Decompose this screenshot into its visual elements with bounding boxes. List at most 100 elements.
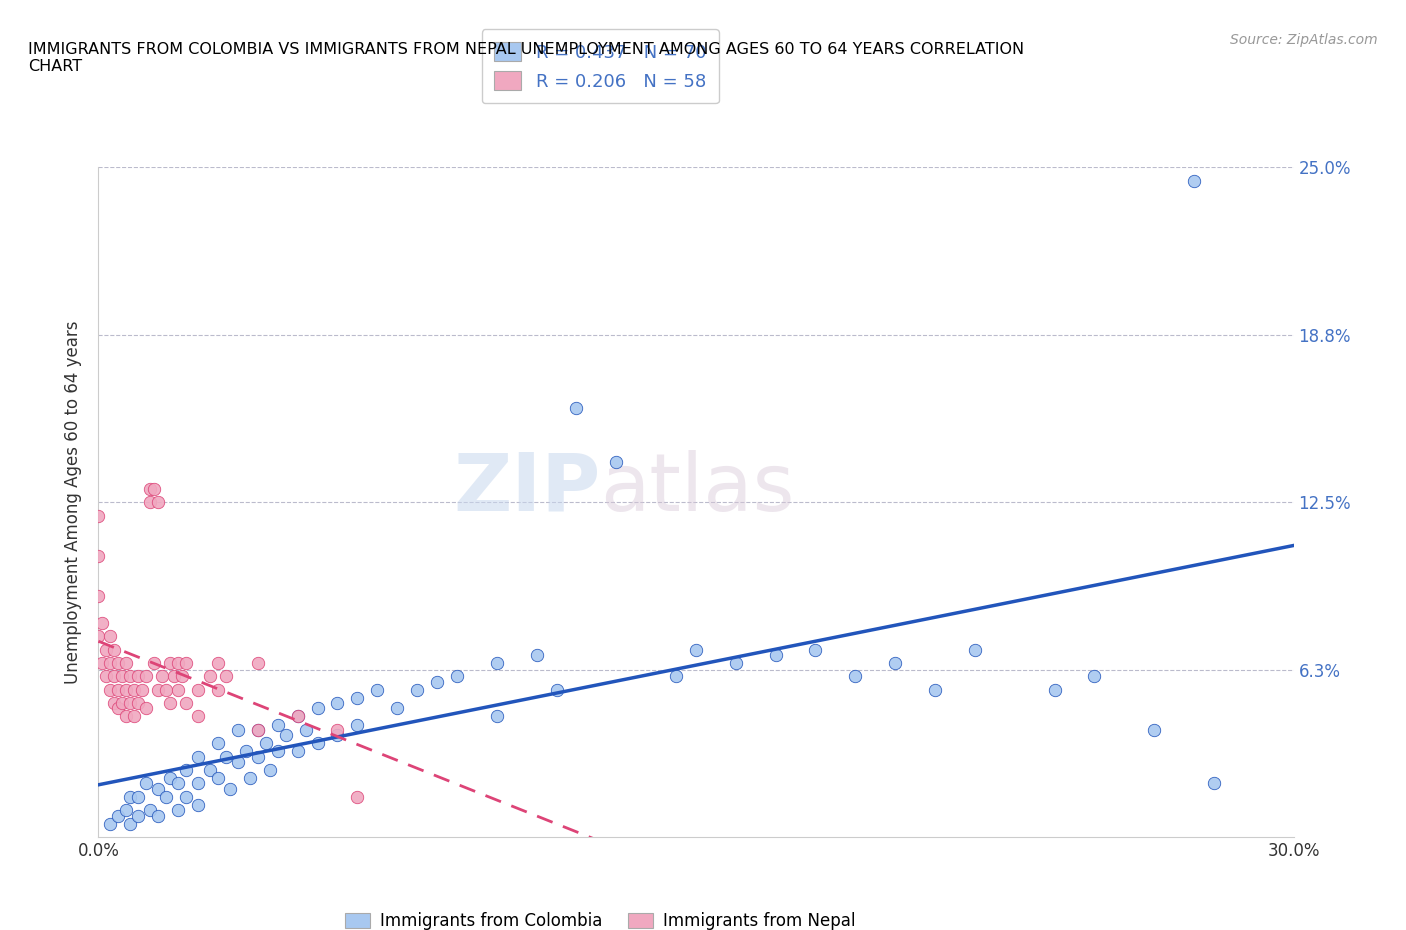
Point bbox=[198, 763, 221, 777]
Point bbox=[120, 817, 142, 831]
Point bbox=[103, 696, 125, 711]
Point bbox=[685, 642, 707, 657]
Point bbox=[1083, 669, 1105, 684]
Point bbox=[226, 754, 249, 769]
Point bbox=[274, 728, 297, 743]
Point bbox=[139, 495, 162, 510]
Point bbox=[167, 803, 190, 817]
Point bbox=[246, 723, 269, 737]
Point bbox=[107, 683, 129, 698]
Point bbox=[159, 771, 181, 786]
Point bbox=[155, 790, 177, 804]
Point bbox=[254, 736, 277, 751]
Point bbox=[174, 790, 197, 804]
Point bbox=[546, 683, 568, 698]
Point bbox=[485, 656, 508, 671]
Point bbox=[187, 776, 209, 790]
Point bbox=[143, 656, 166, 671]
Point bbox=[246, 656, 269, 671]
Point bbox=[107, 656, 129, 671]
Point bbox=[87, 629, 110, 644]
Point bbox=[131, 683, 153, 698]
Point bbox=[150, 669, 173, 684]
Text: IMMIGRANTS FROM COLOMBIA VS IMMIGRANTS FROM NEPAL UNEMPLOYMENT AMONG AGES 60 TO : IMMIGRANTS FROM COLOMBIA VS IMMIGRANTS F… bbox=[28, 42, 1024, 74]
Point bbox=[103, 642, 125, 657]
Point bbox=[226, 723, 249, 737]
Point bbox=[135, 776, 157, 790]
Point bbox=[804, 642, 827, 657]
Point bbox=[87, 589, 110, 604]
Point bbox=[115, 803, 138, 817]
Point bbox=[148, 781, 170, 796]
Point bbox=[120, 669, 142, 684]
Point bbox=[485, 709, 508, 724]
Point bbox=[155, 683, 177, 698]
Text: ZIP: ZIP bbox=[453, 450, 600, 528]
Point bbox=[103, 669, 125, 684]
Point bbox=[115, 656, 138, 671]
Point bbox=[346, 790, 368, 804]
Point bbox=[844, 669, 866, 684]
Y-axis label: Unemployment Among Ages 60 to 64 years: Unemployment Among Ages 60 to 64 years bbox=[65, 321, 83, 684]
Point bbox=[267, 744, 290, 759]
Text: Source: ZipAtlas.com: Source: ZipAtlas.com bbox=[1230, 33, 1378, 46]
Point bbox=[246, 723, 269, 737]
Point bbox=[307, 701, 329, 716]
Point bbox=[135, 669, 157, 684]
Point bbox=[159, 696, 181, 711]
Point bbox=[207, 736, 229, 751]
Point bbox=[127, 790, 149, 804]
Point bbox=[187, 709, 209, 724]
Point bbox=[526, 647, 548, 662]
Point bbox=[91, 656, 114, 671]
Point bbox=[100, 817, 122, 831]
Point bbox=[100, 629, 122, 644]
Point bbox=[127, 808, 149, 823]
Point bbox=[565, 401, 588, 416]
Point bbox=[665, 669, 688, 684]
Point bbox=[294, 723, 316, 737]
Point bbox=[287, 744, 309, 759]
Point bbox=[924, 683, 946, 698]
Point bbox=[87, 549, 110, 564]
Text: atlas: atlas bbox=[600, 450, 794, 528]
Point bbox=[107, 701, 129, 716]
Point bbox=[139, 482, 162, 497]
Point bbox=[215, 750, 238, 764]
Point bbox=[111, 696, 134, 711]
Point bbox=[96, 642, 118, 657]
Point bbox=[963, 642, 986, 657]
Point bbox=[385, 701, 409, 716]
Point bbox=[174, 763, 197, 777]
Point bbox=[346, 717, 368, 732]
Point bbox=[259, 763, 281, 777]
Point bbox=[246, 750, 269, 764]
Point bbox=[326, 728, 349, 743]
Point bbox=[100, 683, 122, 698]
Point bbox=[239, 771, 262, 786]
Point bbox=[107, 808, 129, 823]
Point bbox=[219, 781, 242, 796]
Point bbox=[124, 709, 146, 724]
Point bbox=[724, 656, 747, 671]
Point bbox=[174, 656, 197, 671]
Point bbox=[143, 482, 166, 497]
Point bbox=[100, 656, 122, 671]
Point bbox=[884, 656, 907, 671]
Point bbox=[1043, 683, 1066, 698]
Legend: Immigrants from Colombia, Immigrants from Nepal: Immigrants from Colombia, Immigrants fro… bbox=[339, 906, 862, 930]
Point bbox=[765, 647, 787, 662]
Point bbox=[120, 790, 142, 804]
Point bbox=[406, 683, 429, 698]
Point bbox=[187, 683, 209, 698]
Point bbox=[167, 656, 190, 671]
Point bbox=[115, 683, 138, 698]
Point bbox=[111, 669, 134, 684]
Point bbox=[207, 771, 229, 786]
Point bbox=[366, 683, 388, 698]
Point bbox=[446, 669, 468, 684]
Point bbox=[167, 683, 190, 698]
Point bbox=[326, 723, 349, 737]
Point bbox=[215, 669, 238, 684]
Point bbox=[187, 750, 209, 764]
